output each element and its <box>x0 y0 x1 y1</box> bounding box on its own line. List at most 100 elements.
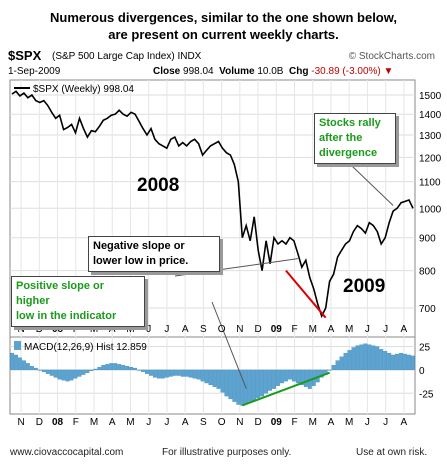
macd-bar <box>395 353 400 371</box>
macd-x-tick-label: M <box>126 417 134 428</box>
macd-bar <box>81 369 86 375</box>
price-x-tick-label: A <box>401 324 408 335</box>
macd-x-tick-label: 08 <box>52 417 64 428</box>
macd-bar <box>232 369 237 402</box>
macd-x-tick-label: J <box>383 417 388 428</box>
macd-bar <box>53 369 58 378</box>
macd-bar <box>319 369 324 378</box>
price-x-tick-label: 09 <box>271 324 283 335</box>
macd-bar <box>113 363 118 371</box>
macd-legend-text: MACD(12,26,9) Hist 12.859 <box>24 342 147 353</box>
macd-bar <box>347 350 352 371</box>
macd-bar <box>196 369 201 380</box>
macd-bar <box>280 369 284 384</box>
macd-bar <box>303 369 308 387</box>
price-x-tick-label: A <box>328 324 335 335</box>
price-x-tick-label: A <box>109 324 116 335</box>
macd-x-tick-label: M <box>345 417 353 428</box>
macd-bar <box>93 368 98 371</box>
price-tick-label: 1300 <box>419 131 442 142</box>
macd-bar <box>335 360 340 371</box>
macd-bar <box>45 369 50 374</box>
price-x-tick-label: A <box>182 324 189 335</box>
price-tick-label: 1200 <box>419 153 442 164</box>
macd-bar <box>327 369 332 371</box>
macd-bar <box>371 345 376 371</box>
heading-line-1: Numerous divergences, similar to the one… <box>50 10 397 25</box>
macd-bar <box>145 369 149 374</box>
date-label: 1-Sep-2009 <box>8 66 61 77</box>
positive-divergence-line <box>241 371 330 407</box>
macd-x-tick-label: N <box>236 417 243 428</box>
macd-bar <box>212 369 217 387</box>
macd-bar <box>33 367 38 371</box>
macd-x-tick-label: J <box>164 417 169 428</box>
volume-value: 10.0B <box>257 66 284 77</box>
macd-bar <box>184 369 189 377</box>
macd-bar <box>188 369 193 378</box>
macd-bar <box>383 351 388 371</box>
macd-bar <box>204 369 209 384</box>
chg-down-icon: ▼ <box>383 66 394 77</box>
macd-x-tick-label: F <box>291 417 297 428</box>
macd-bar <box>133 367 138 371</box>
macd-bar <box>176 369 181 376</box>
price-x-tick-label: N <box>236 324 243 335</box>
positive-divergence-callout: Positive slope or higher low in the indi… <box>11 276 145 327</box>
close-label: Close <box>153 66 181 77</box>
macd-tick-label: -25 <box>419 389 434 400</box>
price-x-tick-label: F <box>73 324 79 335</box>
quote-row: Close 998.04 Volume 10.0B Chg -30.89 (-3… <box>153 66 393 77</box>
macd-bar <box>149 369 153 376</box>
macd-bar <box>200 369 205 382</box>
brand-label: © StockCharts.com <box>348 51 435 62</box>
price-x-tick-label: D <box>36 324 43 335</box>
macd-bar <box>168 369 173 377</box>
year-label-2009: 2009 <box>343 276 386 297</box>
macd-bar <box>25 363 30 371</box>
price-x-tick-label: J <box>365 324 370 335</box>
chg-value: -30.89 (-3.00%) <box>311 66 381 77</box>
negative-divergence-callout: Negative slope or lower low in price. <box>88 236 220 272</box>
symbol-description: (S&P 500 Large Cap Index) INDX <box>52 51 202 62</box>
price-legend-text: $SPX (Weekly) 998.04 <box>33 84 134 95</box>
macd-x-tick-label: A <box>401 417 408 428</box>
macd-bar <box>208 369 213 386</box>
macd-bar <box>77 369 82 377</box>
price-tick-label: 900 <box>419 234 436 245</box>
macd-bar <box>57 369 62 380</box>
macd-x-tick-label: A <box>328 417 335 428</box>
macd-x-tick-label: M <box>90 417 98 428</box>
macd-bar <box>295 369 300 384</box>
macd-bar <box>351 347 356 371</box>
macd-bar <box>65 369 70 382</box>
macd-x-tick-label: S <box>200 417 207 428</box>
macd-bar <box>160 369 165 379</box>
macd-tick-label: 25 <box>419 343 431 354</box>
heading-line-2: are present on current weekly charts. <box>108 27 339 42</box>
price-x-tick-label: O <box>218 324 226 335</box>
macd-bar <box>375 346 380 371</box>
macd-bar <box>291 369 296 382</box>
price-x-tick-label: S <box>200 324 207 335</box>
rally-callout-pointer <box>351 165 394 206</box>
macd-bar <box>117 364 122 371</box>
macd-bar <box>21 360 26 371</box>
price-x-tick-label: F <box>291 324 297 335</box>
macd-bar <box>264 369 269 394</box>
macd-bar <box>299 369 304 386</box>
price-x-tick-label: N <box>17 324 24 335</box>
macd-bar <box>343 352 348 371</box>
macd-bar <box>152 369 157 378</box>
macd-bar <box>391 354 396 371</box>
macd-bar <box>256 369 261 399</box>
price-tick-label: 800 <box>419 267 436 278</box>
price-tick-label: 1400 <box>419 110 442 121</box>
macd-x-tick-label: D <box>36 417 43 428</box>
chg-label: Chg <box>289 66 309 77</box>
macd-bar <box>109 363 114 371</box>
price-tick-label: 1000 <box>419 204 442 215</box>
macd-bar <box>14 354 18 371</box>
macd-bar <box>49 369 54 376</box>
